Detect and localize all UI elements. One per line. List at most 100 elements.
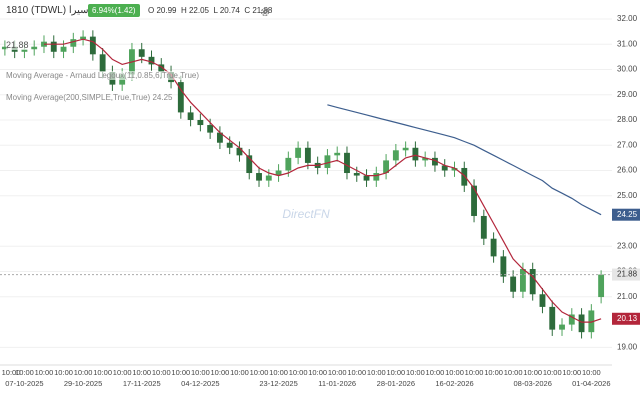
price-tag-label: 20.13 bbox=[617, 314, 638, 323]
candle-body bbox=[402, 147, 409, 151]
candle-body bbox=[412, 147, 419, 161]
price-tag bbox=[612, 208, 640, 221]
price-tag bbox=[612, 268, 640, 281]
symbol: 1810 bbox=[6, 5, 29, 16]
y-tick-label: 27.00 bbox=[617, 140, 638, 149]
candle-body bbox=[451, 167, 458, 171]
ohlc-label: O bbox=[148, 6, 155, 15]
candle-body bbox=[89, 36, 96, 55]
settings-icon[interactable] bbox=[259, 6, 271, 18]
y-tick-label: 29.00 bbox=[617, 90, 638, 99]
candle-body bbox=[80, 36, 87, 40]
candle-body bbox=[568, 314, 575, 325]
candle-body bbox=[177, 82, 184, 113]
x-tick-label: 10:00 bbox=[151, 368, 171, 377]
legend-label: Moving Average(200,SIMPLE,True,True) bbox=[6, 93, 151, 102]
candle-body bbox=[441, 165, 448, 171]
ohlc-value: 22.05 bbox=[188, 6, 209, 15]
x-tick-label: 10:00 08-03-2026 bbox=[513, 368, 552, 388]
candle-body bbox=[598, 274, 605, 298]
candle-body bbox=[363, 175, 370, 181]
candle-body bbox=[197, 119, 204, 126]
y-tick-label: 21.00 bbox=[617, 292, 638, 301]
legend-label: Moving Average - Arnaud Legoux(11,0.85,6… bbox=[6, 71, 200, 80]
candle-body bbox=[383, 160, 390, 174]
candle-body bbox=[432, 157, 438, 166]
change-badge: 6.94%(1.42) bbox=[88, 4, 140, 17]
candle-body bbox=[226, 142, 233, 148]
ohlc-label: H bbox=[180, 6, 187, 15]
x-tick-label: 10:00 bbox=[93, 368, 113, 377]
y-tick-label: 28.00 bbox=[617, 115, 638, 124]
x-tick-label: 10:00 bbox=[464, 368, 484, 377]
candle-body bbox=[158, 64, 165, 72]
candle-body bbox=[148, 56, 155, 65]
candle-body bbox=[519, 269, 526, 292]
candle-body bbox=[246, 155, 253, 174]
x-tick-label: 10:00 bbox=[366, 368, 386, 377]
x-tick-label: 10:00 bbox=[1, 368, 21, 377]
candle-body bbox=[510, 276, 517, 292]
exchange: (TDWL) bbox=[31, 5, 67, 16]
y-tick-label: 30.00 bbox=[617, 65, 638, 74]
candle-body bbox=[187, 112, 194, 120]
candle-body bbox=[422, 157, 429, 161]
candle-body bbox=[304, 147, 311, 163]
candle-body bbox=[500, 256, 507, 277]
candle-body bbox=[216, 132, 223, 143]
x-tick-label: 10:00 bbox=[542, 368, 562, 377]
x-tick-label: 10:00 bbox=[210, 368, 230, 377]
candle-body bbox=[353, 173, 360, 176]
candle-body bbox=[60, 46, 67, 52]
x-tick-label: 10:00 bbox=[34, 368, 54, 377]
candle-body bbox=[21, 49, 28, 52]
x-tick-label: 10:00 bbox=[112, 368, 132, 377]
x-tick-label: 10:00 bbox=[230, 368, 249, 377]
candle-body bbox=[471, 185, 477, 216]
y-tick-label: 26.00 bbox=[617, 166, 638, 175]
y-tick-label: 25.00 bbox=[617, 191, 638, 200]
candle-body bbox=[41, 41, 47, 47]
x-tick-label: 10:00 04-12-2025 bbox=[181, 368, 220, 388]
price-tag-label: 24.25 bbox=[617, 210, 638, 219]
candle-body bbox=[50, 41, 57, 52]
candle-body bbox=[549, 306, 556, 330]
symbol-line: 1810 (TDWL) سيرا bbox=[6, 5, 89, 16]
company-name: سيرا bbox=[68, 5, 89, 16]
candle-body bbox=[490, 238, 497, 257]
candle-body bbox=[392, 150, 399, 161]
x-tick-label: 10:00 17-11-2025 bbox=[122, 368, 161, 388]
candle-body bbox=[265, 175, 272, 181]
legend-entry: Moving Average - Arnaud Legoux(11,0.85,6… bbox=[6, 71, 200, 80]
watermark: DirectFN bbox=[282, 207, 330, 221]
candle-body bbox=[295, 147, 302, 158]
price-tag-label: 21.88 bbox=[617, 270, 638, 279]
x-tick-label: 10:00 23-12-2025 bbox=[259, 368, 298, 388]
candle-body bbox=[461, 167, 468, 186]
candle-body bbox=[588, 310, 595, 333]
y-tick-label: 23.00 bbox=[617, 241, 638, 250]
x-tick-label: 10:00 bbox=[308, 368, 328, 377]
x-tick-label: 10:00 bbox=[171, 368, 191, 377]
x-tick-label: 10:00 bbox=[54, 368, 73, 377]
x-tick-label: 10:00 bbox=[288, 368, 308, 377]
y-tick-label: 19.00 bbox=[617, 342, 638, 351]
candle-body bbox=[99, 54, 106, 72]
candle-body bbox=[1, 46, 8, 50]
candle-body bbox=[285, 157, 292, 171]
candle-body bbox=[138, 49, 145, 57]
ohlc-value: 20.99 bbox=[156, 6, 177, 15]
x-tick-label: 10:00 bbox=[347, 368, 367, 377]
candle-body bbox=[275, 170, 282, 176]
legend-entry: Moving Average(200,SIMPLE,True,True) 24.… bbox=[6, 93, 173, 102]
x-tick-label: 10:00 bbox=[503, 368, 523, 377]
candle-body bbox=[373, 173, 380, 181]
candle-body bbox=[256, 173, 262, 181]
candle-body bbox=[559, 324, 565, 330]
x-tick-label: 10:00 16-02-2026 bbox=[435, 368, 474, 388]
candle-body bbox=[529, 269, 536, 295]
x-tick-label: 10:00 11-01-2026 bbox=[318, 368, 357, 388]
x-tick-label: 10:00 bbox=[425, 368, 445, 377]
ohlc-label: C bbox=[244, 6, 251, 15]
